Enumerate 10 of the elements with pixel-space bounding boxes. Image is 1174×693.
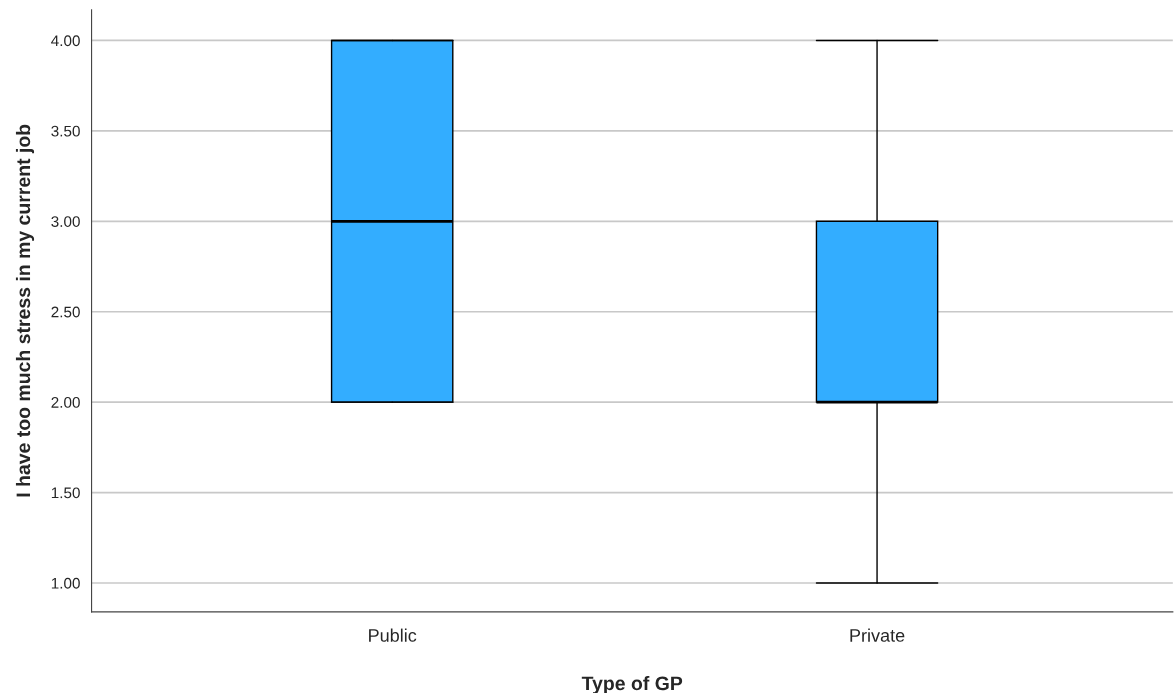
x-tick-label: Private (850, 628, 905, 642)
y-tick-label: 3.00 (51, 216, 80, 227)
y-tick-label: 3.50 (51, 125, 80, 137)
x-tick-label: Public (369, 628, 417, 642)
y-tick-label: 4.00 (51, 35, 80, 47)
y-tick-label: 2.50 (51, 306, 80, 318)
y-tick-label: 1.50 (51, 487, 80, 499)
y-tick-label: 2.00 (51, 397, 80, 408)
y-axis-title: I have too much stress in my current job (15, 124, 35, 497)
y-tick-label: 1.00 (51, 577, 80, 589)
